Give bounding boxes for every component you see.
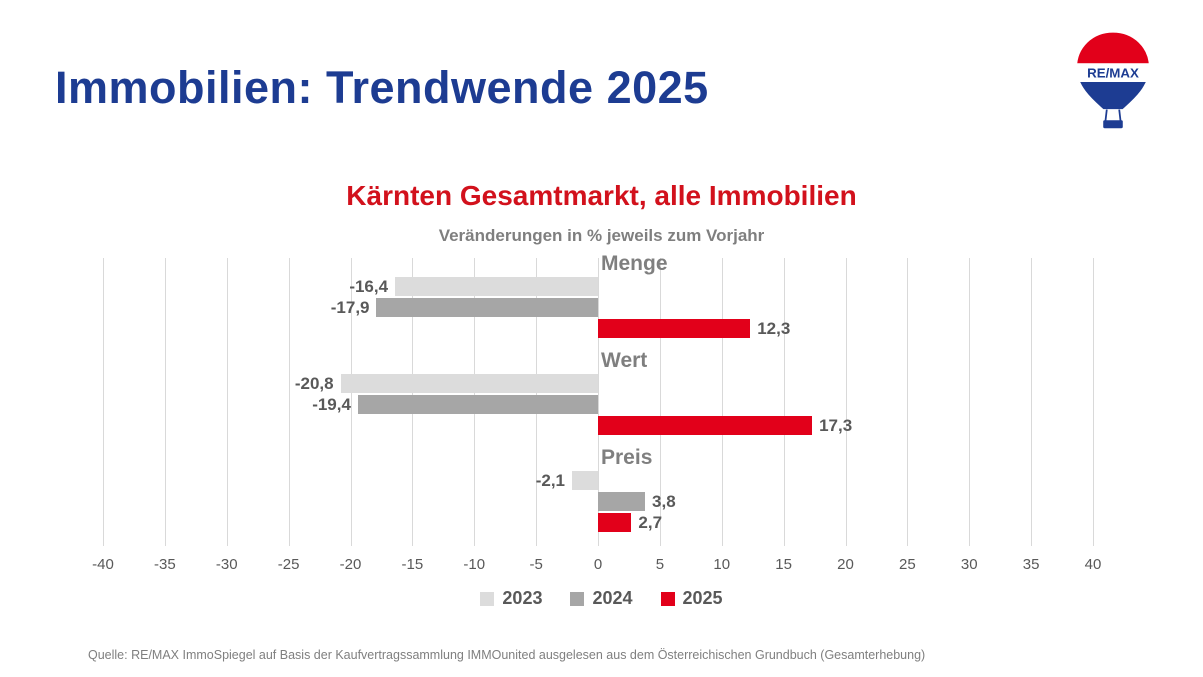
bar-value-label: -17,9 xyxy=(330,297,370,317)
x-tick-label: 10 xyxy=(713,556,731,573)
page-title: Immobilien: Trendwende 2025 xyxy=(55,62,709,113)
balloon-icon: RE/MAX xyxy=(1076,31,1150,129)
legend-swatch xyxy=(570,591,585,606)
gridline xyxy=(226,258,228,546)
gridline xyxy=(1093,258,1094,546)
gridline xyxy=(659,258,661,546)
legend-item-2023: 2023 xyxy=(480,588,542,609)
bar-value-label: 12,3 xyxy=(757,318,791,338)
x-axis: -40 -35 -30 -25 -20 -15 -10 -5 0 5 10 15 20 25 30 35 40 xyxy=(92,556,1101,576)
legend: 2023 2024 2025 xyxy=(0,588,1203,609)
gridline xyxy=(103,258,104,546)
gridline xyxy=(1031,258,1033,546)
source-note: Quelle: RE/MAX ImmoSpiegel auf Basis der… xyxy=(88,648,926,662)
legend-label: 2025 xyxy=(682,588,723,608)
plot-area: Menge -16,4 -17,9 12,3 Wert -20,8 -19,4 17,3 Pre… xyxy=(103,250,1094,546)
legend-item-2025: 2025 xyxy=(660,588,723,609)
x-tick-label: -35 xyxy=(154,556,176,573)
bar-row: -19,4 xyxy=(103,395,1093,414)
x-tick-label: 15 xyxy=(775,556,792,573)
bar-2023-menge xyxy=(395,277,598,296)
x-tick-label: 40 xyxy=(1084,556,1102,573)
x-tick-label: -25 xyxy=(277,556,300,573)
gridline xyxy=(164,258,166,546)
gridline xyxy=(288,258,290,546)
gridline xyxy=(598,258,599,546)
legend-item-2024: 2024 xyxy=(570,588,633,609)
x-tick-label: -5 xyxy=(529,556,543,573)
remax-balloon-logo: RE/MAX xyxy=(1073,30,1153,134)
chart-title: Kärnten Gesamtmarkt, alle Immobilien xyxy=(346,180,857,211)
x-tick-label: -10 xyxy=(463,556,486,573)
bar-2025-preis xyxy=(598,513,632,532)
bar-group-wert: Wert -20,8 -19,4 17,3 xyxy=(103,347,1093,435)
category-label: Menge xyxy=(601,252,668,275)
x-tick-label: 0 xyxy=(593,556,603,573)
x-tick-label: -40 xyxy=(92,556,114,573)
bar-value-label: -19,4 xyxy=(312,394,351,414)
bar-value-label: 2,7 xyxy=(638,512,663,532)
bar-row: 3,8 xyxy=(103,492,1093,511)
bar-value-label: 17,3 xyxy=(819,415,853,435)
logo-brand-text: RE/MAX xyxy=(1087,66,1139,81)
x-tick-label: 30 xyxy=(960,556,978,573)
bar-2023-wert xyxy=(340,374,598,393)
x-tick-label: 35 xyxy=(1022,556,1040,573)
bar-value-label: 3,8 xyxy=(652,491,676,511)
bar-row: 17,3 xyxy=(103,416,1093,435)
gridline xyxy=(907,258,909,546)
bar-2024-wert xyxy=(357,395,598,414)
gridline xyxy=(721,258,723,546)
bar-row: -2,1 xyxy=(103,471,1093,490)
bar-groups: Menge -16,4 -17,9 12,3 Wert -20,8 -19,4 17,3 Pre… xyxy=(103,250,1093,546)
category-label: Preis xyxy=(601,446,653,469)
gridline xyxy=(350,258,352,546)
bar-row: 2,7 xyxy=(103,513,1093,532)
bar-value-label: -20,8 xyxy=(294,373,334,393)
x-tick-label: 25 xyxy=(899,556,916,573)
bar-row: -16,4 xyxy=(103,277,1093,296)
gridline xyxy=(783,258,785,546)
chart-subtitle: Veränderungen in % jeweils zum Vorjahr xyxy=(438,226,765,245)
legend-label: 2024 xyxy=(592,588,633,608)
bar-group-menge: Menge -16,4 -17,9 12,3 xyxy=(103,250,1093,338)
bar-value-label: -16,4 xyxy=(349,276,389,296)
gridline xyxy=(969,258,971,546)
category-label: Wert xyxy=(601,349,648,372)
gridline xyxy=(845,258,847,546)
legend-swatch xyxy=(480,591,495,606)
bar-value-label: -2,1 xyxy=(535,470,566,490)
bar-2024-menge xyxy=(376,298,598,317)
bar-2024-preis xyxy=(598,492,646,511)
bar-group-preis: Preis -2,1 3,8 2,7 xyxy=(103,444,1093,532)
x-tick-label: 20 xyxy=(837,556,854,573)
x-tick-label: -15 xyxy=(401,556,424,573)
x-tick-label: 5 xyxy=(655,556,665,573)
bar-2025-wert xyxy=(598,416,813,435)
bar-2023-preis xyxy=(572,471,598,490)
legend-label: 2023 xyxy=(502,588,543,608)
bar-2025-menge xyxy=(598,319,751,338)
x-tick-label: -30 xyxy=(215,556,238,573)
legend-swatch xyxy=(660,591,675,606)
bar-row: 12,3 xyxy=(103,319,1093,338)
bar-row: -20,8 xyxy=(103,374,1093,393)
bar-row: -17,9 xyxy=(103,298,1093,317)
x-tick-label: -20 xyxy=(339,556,362,573)
